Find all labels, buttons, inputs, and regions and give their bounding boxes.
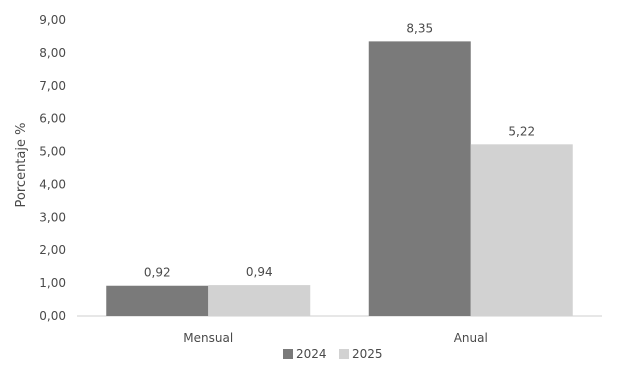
y-axis-ticks: 0,00 1,00 2,00 3,00 4,00 5,00 6,00 7,00 8,00 9,00 (39, 13, 66, 323)
legend-swatch-2024 (283, 349, 293, 359)
y-tick-label: 4,00 (39, 177, 66, 191)
bar-value-label: 0,92 (144, 266, 171, 280)
bars-group (106, 41, 573, 316)
legend-label: 2025 (352, 347, 383, 361)
y-tick-label: 1,00 (39, 276, 66, 290)
x-tick-label: Mensual (183, 331, 233, 345)
y-tick-label: 6,00 (39, 112, 66, 126)
y-tick-label: 5,00 (39, 145, 66, 159)
y-tick-label: 9,00 (39, 13, 66, 27)
y-tick-label: 7,00 (39, 79, 66, 93)
bar-2024-anual (368, 41, 471, 316)
y-axis-title: Porcentaje % (14, 123, 29, 208)
y-tick-label: 0,00 (39, 309, 66, 323)
y-tick-label: 8,00 (39, 46, 66, 60)
bar-value-label: 5,22 (508, 124, 535, 138)
bar-value-label: 8,35 (406, 21, 433, 35)
legend: 2024 2025 (283, 347, 383, 361)
bar-2025-anual (470, 144, 573, 316)
y-tick-label: 2,00 (39, 243, 66, 257)
x-tick-label: Anual (454, 331, 488, 345)
y-axis-title-group: Porcentaje % (14, 123, 29, 208)
x-axis-ticks: Mensual Anual (183, 331, 488, 345)
bar-2025-mensual (208, 285, 311, 316)
y-tick-label: 3,00 (39, 210, 66, 224)
bar-value-label: 0,94 (246, 265, 273, 279)
bar-2024-mensual (106, 285, 209, 316)
bar-value-labels: 0,92 0,94 8,35 5,22 (144, 21, 535, 279)
legend-swatch-2025 (339, 349, 349, 359)
legend-label: 2024 (296, 347, 327, 361)
